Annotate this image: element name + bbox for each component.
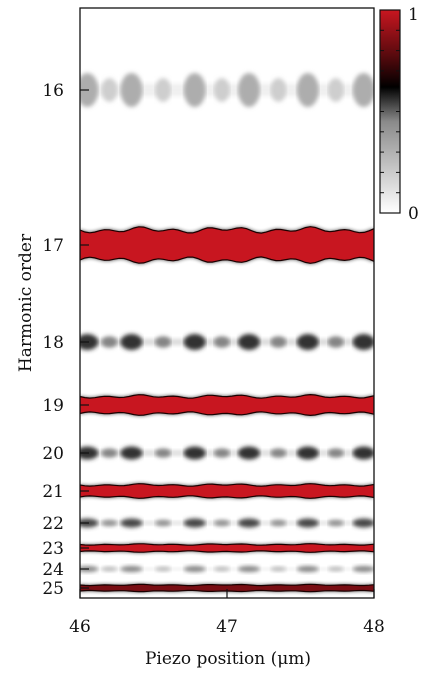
band-blob bbox=[213, 336, 230, 348]
harmonic-band-18 bbox=[80, 334, 374, 350]
band-blob bbox=[327, 566, 344, 572]
band-blob bbox=[120, 446, 143, 460]
band-blob bbox=[327, 336, 344, 348]
band-blob bbox=[80, 73, 99, 107]
y-axis-label: Harmonic order bbox=[16, 233, 36, 372]
band-blob bbox=[238, 73, 260, 107]
band-blob bbox=[352, 518, 374, 528]
band-blob bbox=[155, 519, 172, 527]
band-blob bbox=[352, 446, 374, 460]
band-blob bbox=[101, 78, 118, 102]
colorbar-ticks bbox=[380, 29, 400, 194]
colorbar-max-label: 1 bbox=[408, 5, 419, 25]
band-blob bbox=[155, 448, 172, 458]
band-blob bbox=[183, 566, 206, 572]
colorbar: 1 0 bbox=[379, 5, 419, 224]
band-blob bbox=[183, 518, 206, 528]
band-blob bbox=[352, 566, 374, 572]
band-blob bbox=[120, 518, 143, 528]
band-blob bbox=[270, 336, 287, 348]
band-core bbox=[80, 393, 374, 417]
band-blob bbox=[213, 78, 230, 102]
band-blob bbox=[155, 336, 172, 348]
band-blob bbox=[155, 78, 172, 102]
y-tick-label: 19 bbox=[42, 396, 64, 416]
harmonic-band-17 bbox=[80, 226, 374, 264]
band-core bbox=[80, 483, 374, 499]
harmonic-band-25 bbox=[80, 583, 374, 593]
band-blob bbox=[238, 446, 260, 460]
y-tick-label: 16 bbox=[42, 81, 64, 101]
band-blob bbox=[270, 566, 287, 572]
band-blob bbox=[80, 446, 99, 460]
band-blob bbox=[120, 334, 143, 350]
x-tick-label: 48 bbox=[363, 617, 385, 637]
x-axis-label: Piezo position (μm) bbox=[145, 649, 311, 669]
band-blob bbox=[270, 78, 287, 102]
band-blob bbox=[101, 336, 118, 348]
y-tick-label: 20 bbox=[42, 444, 64, 464]
harmonic-band-23 bbox=[80, 543, 374, 553]
band-blob bbox=[101, 566, 118, 572]
band-blob bbox=[327, 519, 344, 527]
band-blob bbox=[120, 566, 143, 572]
band-core bbox=[80, 543, 374, 553]
x-axis-ticks: 46 47 48 bbox=[69, 589, 385, 637]
harmonic-bands bbox=[80, 73, 374, 593]
harmonic-band-24 bbox=[80, 566, 374, 572]
band-blob bbox=[327, 448, 344, 458]
band-blob bbox=[296, 566, 319, 572]
band-blob bbox=[120, 73, 143, 107]
band-blob bbox=[183, 446, 206, 460]
y-tick-label: 18 bbox=[42, 333, 64, 353]
y-tick-label: 17 bbox=[42, 236, 64, 256]
harmonic-band-21 bbox=[80, 483, 374, 499]
plot-area bbox=[80, 8, 374, 598]
band-blob bbox=[270, 519, 287, 527]
band-blob bbox=[238, 518, 260, 528]
x-tick-label: 47 bbox=[216, 617, 238, 637]
y-tick-label: 22 bbox=[42, 514, 64, 534]
harmonic-band-20 bbox=[80, 446, 374, 460]
y-tick-label: 25 bbox=[42, 579, 64, 599]
band-core bbox=[80, 583, 374, 593]
band-blob bbox=[183, 73, 206, 107]
band-blob bbox=[213, 566, 230, 572]
band-blob bbox=[80, 518, 99, 528]
band-blob bbox=[352, 73, 374, 107]
harmonic-band-16 bbox=[80, 73, 374, 107]
harmonic-band-19 bbox=[80, 393, 374, 417]
band-blob bbox=[183, 334, 206, 350]
band-blob bbox=[238, 334, 260, 350]
x-tick-label: 46 bbox=[69, 617, 91, 637]
band-blob bbox=[101, 519, 118, 527]
band-blob bbox=[213, 519, 230, 527]
band-blob bbox=[155, 566, 172, 572]
band-blob bbox=[238, 566, 260, 572]
band-blob bbox=[80, 566, 99, 572]
colorbar-min-label: 0 bbox=[408, 204, 419, 224]
harmonic-band-22 bbox=[80, 518, 374, 528]
band-blob bbox=[296, 73, 319, 107]
band-blob bbox=[296, 334, 319, 350]
band-blob bbox=[270, 448, 287, 458]
y-tick-label: 23 bbox=[42, 539, 64, 559]
y-tick-label: 24 bbox=[42, 560, 64, 580]
band-core bbox=[80, 226, 374, 264]
band-blob bbox=[352, 334, 374, 350]
band-blob bbox=[296, 446, 319, 460]
band-blob bbox=[296, 518, 319, 528]
band-blob bbox=[327, 78, 344, 102]
band-blob bbox=[80, 334, 99, 350]
y-tick-label: 21 bbox=[42, 482, 64, 502]
band-blob bbox=[213, 448, 230, 458]
band-blob bbox=[101, 448, 118, 458]
